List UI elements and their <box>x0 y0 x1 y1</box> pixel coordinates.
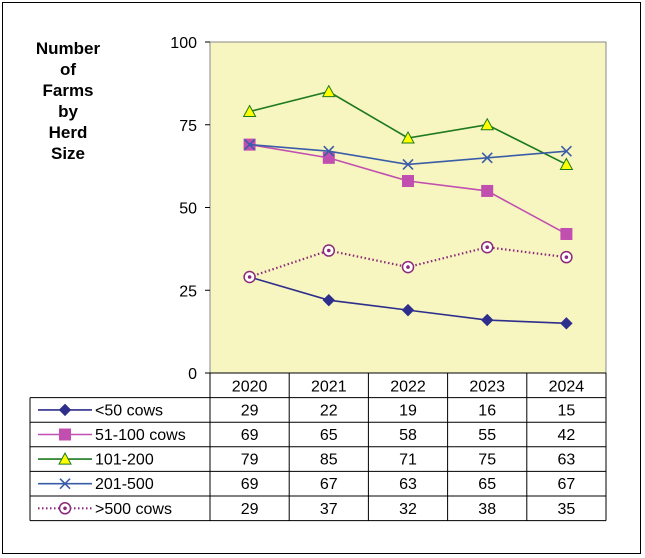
series-3-value: 71 <box>399 452 417 469</box>
y-tick-label: 0 <box>188 366 197 383</box>
series-4-value: 69 <box>241 476 259 493</box>
series-1-marker <box>560 317 573 330</box>
y-title-line: Farms <box>42 81 94 100</box>
series-3-marker <box>480 117 495 131</box>
series-1-legend-marker <box>58 403 72 417</box>
series-5-legend-label: >500 cows <box>95 501 172 518</box>
series-3-legend-label: 101-200 <box>95 452 154 469</box>
series-2-value: 42 <box>558 427 576 444</box>
y-title-line: Herd <box>48 123 88 142</box>
series-5-marker <box>401 260 415 274</box>
series-2-marker <box>560 227 573 240</box>
y-title-line: by <box>58 102 78 121</box>
series-2-value: 58 <box>399 427 417 444</box>
series-5-value: 29 <box>241 501 259 518</box>
y-axis-title: Number of Farms by Herd Size <box>20 38 116 164</box>
series-1-value: 19 <box>399 402 417 419</box>
category-label: 2020 <box>232 378 268 395</box>
series-3-value: 79 <box>241 452 259 469</box>
series-4-marker <box>402 158 414 171</box>
category-label: 2021 <box>311 378 347 395</box>
series-1-legend-label: <50 cows <box>95 402 163 419</box>
y-title-line: Number <box>35 39 101 58</box>
series-4-value: 67 <box>320 476 338 493</box>
series-5-marker <box>243 270 256 284</box>
series-4-marker <box>323 145 335 157</box>
series-3-marker <box>321 84 336 98</box>
series-2-marker <box>322 151 335 164</box>
series-2-marker <box>481 184 494 197</box>
series-5-value: 37 <box>320 501 338 518</box>
series-3-legend-marker <box>58 452 72 465</box>
series-4-value: 67 <box>558 476 576 493</box>
category-label: 2022 <box>390 378 426 395</box>
series-3-marker <box>242 104 257 118</box>
series-4-marker <box>560 145 572 157</box>
series-2-value: 55 <box>478 427 496 444</box>
series-2-value: 69 <box>241 427 259 444</box>
plot-area <box>209 41 607 374</box>
series-4-legend-marker <box>59 478 71 490</box>
series-1-marker <box>480 313 494 327</box>
series-2-value: 65 <box>320 427 338 444</box>
y-title-line: of <box>59 60 77 79</box>
series-1-marker <box>401 303 415 317</box>
series-4-legend-label: 201-500 <box>95 476 154 493</box>
series-2-marker <box>402 175 414 188</box>
series-2-legend-label: 51-100 cows <box>95 427 186 444</box>
series-5-legend-marker <box>58 502 72 515</box>
series-5-marker <box>560 250 573 264</box>
category-label: 2024 <box>549 378 585 395</box>
series-1-marker <box>322 293 336 307</box>
series-4-value: 65 <box>478 476 496 493</box>
series-5-value: 35 <box>558 501 576 518</box>
series-2-legend-marker <box>59 428 71 441</box>
y-tick-label: 25 <box>179 283 197 300</box>
series-3-marker <box>559 157 574 170</box>
series-1-value: 15 <box>558 402 576 419</box>
y-title-line: Size <box>50 144 86 163</box>
y-tick-label: 75 <box>179 118 197 135</box>
series-5-value: 38 <box>478 501 496 518</box>
series-1-value: 29 <box>241 402 259 419</box>
series-4-marker <box>481 152 493 164</box>
series-5-value: 32 <box>399 501 417 518</box>
series-5-marker <box>480 240 494 254</box>
series-3-value: 75 <box>478 452 496 469</box>
series-3-value: 63 <box>558 452 576 469</box>
category-label: 2023 <box>469 378 505 395</box>
series-3-marker <box>401 130 415 144</box>
y-tick-label: 100 <box>170 35 197 52</box>
series-5-marker <box>322 244 336 257</box>
series-3-value: 85 <box>320 452 338 469</box>
series-4-value: 63 <box>399 476 417 493</box>
series-1-value: 16 <box>478 402 496 419</box>
y-tick-label: 50 <box>179 201 197 218</box>
series-1-value: 22 <box>320 402 338 419</box>
series-4-marker <box>244 139 256 151</box>
